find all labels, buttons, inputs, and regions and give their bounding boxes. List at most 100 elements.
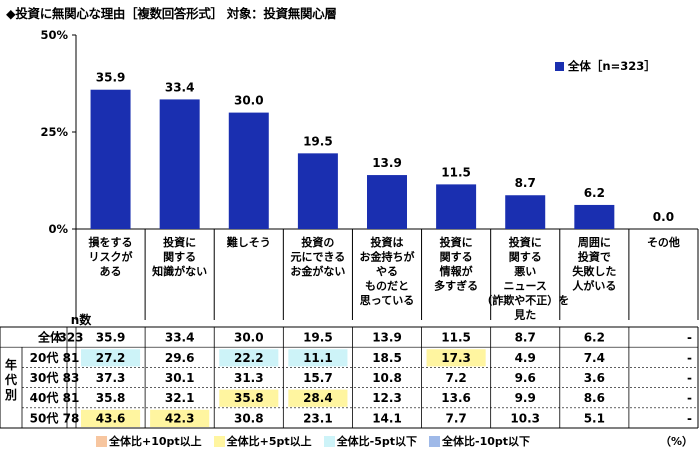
category-label: リスクが [89,250,133,264]
table-cell: 30.8 [234,411,264,425]
table-cell: 31.3 [234,371,264,385]
category-label: （詐欺や不正）を [481,293,569,307]
category-label: お金がない [290,264,345,278]
row-label: 全体 [37,330,63,345]
category-label: 多すぎる [434,279,478,293]
table-cell: 42.3 [165,411,195,425]
bar [90,89,131,229]
table-cell: - [687,371,692,385]
bar-value-label: 6.2 [584,186,605,200]
chart-title: ◆投資に無関心な理由［複数回答形式］ 対象：投資無関心層 [6,6,337,21]
table-cell: 19.5 [303,331,333,345]
cell-highlight [81,409,141,427]
cell-highlight [81,349,141,367]
category-label: ある [100,265,122,278]
table-cell: 32.1 [165,391,195,405]
table-cell: 23.1 [303,411,333,425]
highlight-legend: 全体比+10pt以上 全体比+5pt以上 全体比-5pt以下 全体比-10pt以… [96,433,530,449]
cell-highlight [219,389,279,407]
category-label: 見た [513,309,536,322]
legend-swatch-minus10 [429,435,441,447]
table-cell: 8.7 [515,331,536,345]
row-label: 40代 [30,390,59,405]
y-tick-label: 25% [40,125,68,139]
n-header: n数 [71,312,93,327]
bar [297,153,338,229]
row-label: 20代 [30,350,59,365]
category-label: 関する [509,251,542,264]
group-label-char: 年 [5,357,17,372]
bar-value-label: 11.5 [441,165,471,179]
category-label: 投資に [440,235,473,249]
legend-item-minus10: 全体比-10pt以下 [429,433,530,449]
bar [228,112,269,229]
table-cell: - [687,411,692,425]
category-label: 関する [163,251,196,264]
bar-value-label: 19.5 [303,134,333,148]
category-label: その他 [647,235,680,249]
row-n-value: 81 [63,391,80,405]
bar-value-label: 13.9 [372,156,402,170]
cell-highlight [288,389,348,407]
legend-label-plus10: 全体比+10pt以上 [109,435,202,448]
table-cell: 35.8 [96,391,126,405]
bar-value-label: 8.7 [515,176,536,190]
table-cell: 10.3 [510,411,540,425]
legend-swatch-plus5 [213,435,225,447]
table-cell: - [687,351,692,365]
table-cell: 9.6 [515,371,536,385]
table-cell: 11.5 [441,331,471,345]
table-cell: 43.6 [96,411,126,425]
category-label: 思っている [360,294,414,307]
bar-value-label: 0.0 [653,210,674,224]
category-label: 投資は [371,235,404,249]
row-label: 50代 [30,410,59,425]
table-cell: 33.4 [165,331,195,345]
cell-highlight [426,349,486,367]
row-n-value: 81 [63,351,80,365]
cell-highlight [219,349,279,367]
bar [436,184,477,229]
table-cell: 37.3 [96,371,126,385]
legend-item-minus5: 全体比-5pt以下 [323,433,418,449]
category-label: 難しそう [227,235,271,249]
legend-item-plus10: 全体比+10pt以上 [96,433,202,449]
table-cell: 8.6 [584,391,605,405]
bar [574,204,615,229]
bar [367,175,407,229]
legend-label-minus5: 全体比-5pt以下 [336,435,418,448]
table-cell: 13.6 [441,391,471,405]
cell-highlight [288,349,348,367]
table-cell: 4.9 [515,351,536,365]
table-cell: - [687,391,692,405]
category-label: 情報が [440,264,473,278]
group-label-char: 代 [4,372,17,387]
bar-value-label: 33.4 [165,80,195,94]
category-label: お金持ちが [360,250,415,264]
table-cell: 30.1 [165,371,195,385]
table-cell: 3.6 [584,371,605,385]
category-label: 投資で [578,250,611,264]
table-cell: 12.3 [372,391,402,405]
table-cell: 7.2 [445,371,466,385]
category-label: 元にできる [290,251,345,264]
category-label: 投資に [509,235,542,249]
chart-legend: 全体［n=323］ [555,57,656,75]
table-cell: 7.4 [584,351,605,365]
table-cell: 29.6 [165,351,195,365]
legend-label-minus10: 全体比-10pt以下 [442,435,531,448]
unit-label: （%） [660,435,694,448]
category-label: 人がいる [572,279,616,293]
bar-value-label: 35.9 [96,71,126,85]
table-cell: 5.1 [584,411,605,425]
category-label: 投資の [301,235,334,249]
row-label: 30代 [30,370,59,385]
category-label: 周囲に [578,236,611,249]
bar [505,195,546,229]
legend-label-plus5: 全体比+5pt以上 [226,435,312,448]
table-cell: 9.9 [515,391,536,405]
group-label-char: 別 [4,388,17,402]
table-cell: 35.9 [96,331,126,345]
table-cell: 15.7 [303,371,333,385]
